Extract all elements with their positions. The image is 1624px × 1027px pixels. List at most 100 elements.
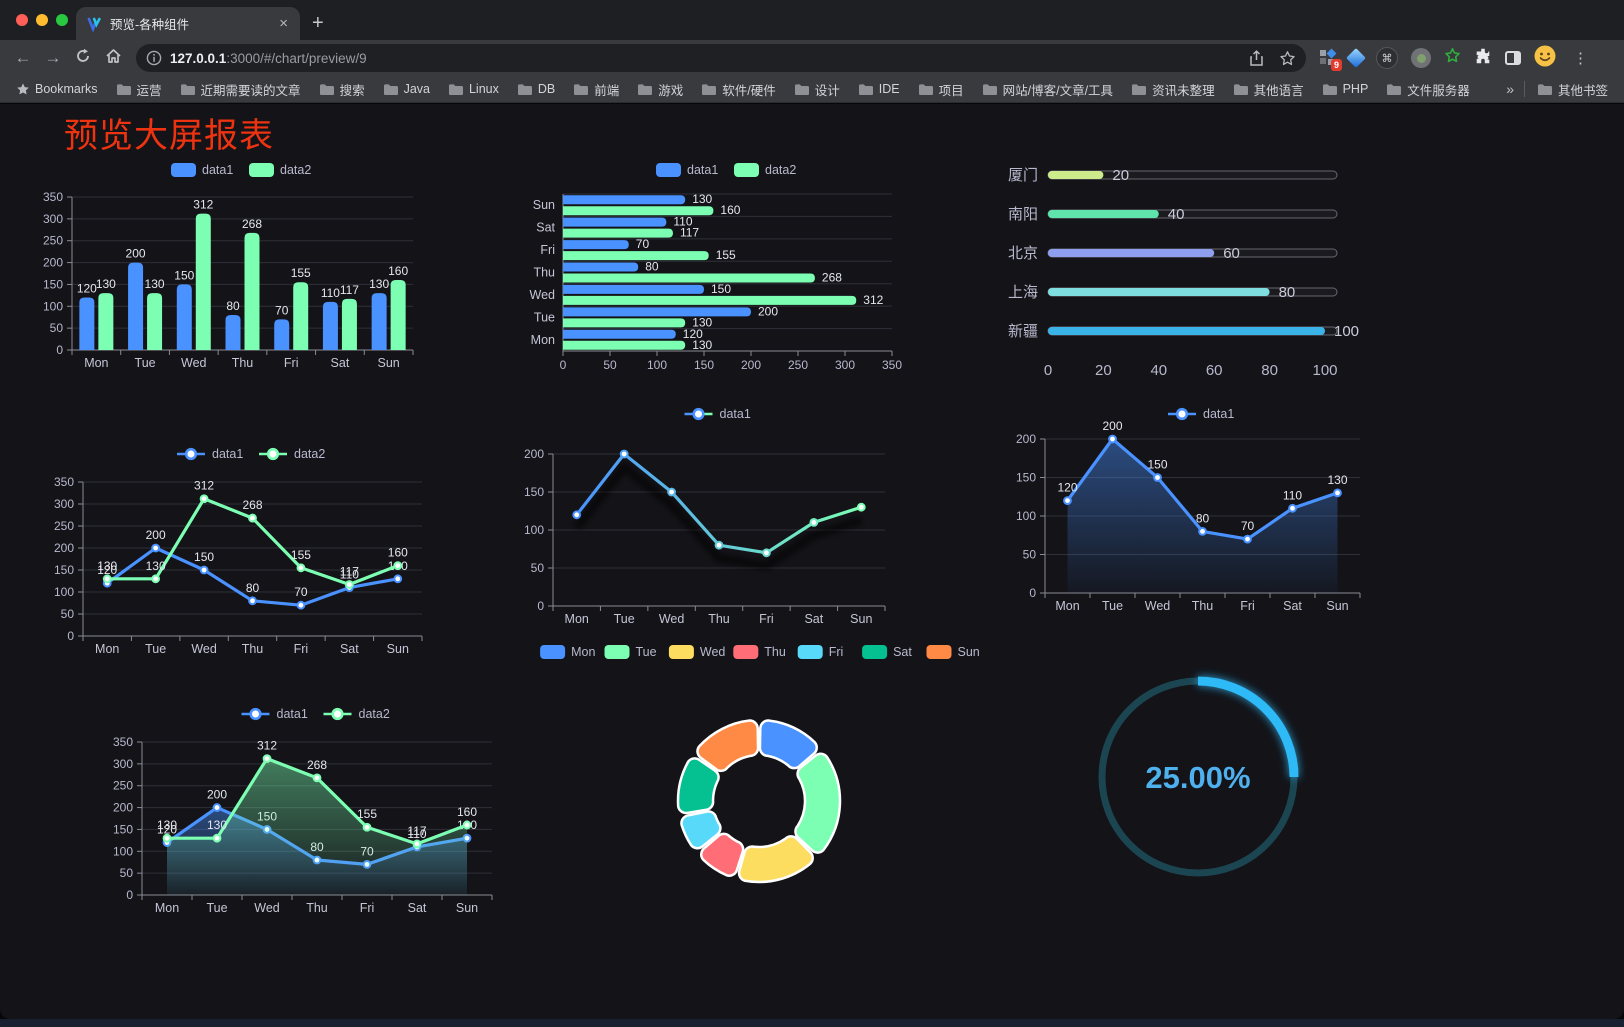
- bookmark-PHP[interactable]: PHP: [1322, 82, 1369, 96]
- progress-row-北京: 北京 60: [1008, 245, 1338, 262]
- bookmark-bookmarks[interactable]: Bookmarks: [16, 82, 98, 96]
- svg-text:100: 100: [43, 299, 63, 313]
- bookmark-other-bookmarks[interactable]: 其他书签: [1537, 80, 1608, 99]
- legend-item-Fri[interactable]: Fri: [797, 645, 844, 659]
- percent-gauge-chart: 25.00%: [1088, 667, 1308, 887]
- extensions-area: 9 ⌘ ⋮: [1320, 45, 1592, 72]
- url-text[interactable]: 127.0.0.1:3000/#/chart/preview/9: [170, 51, 1234, 66]
- legend-item-data1[interactable]: data1: [684, 407, 751, 421]
- pie-slice-Tue[interactable]: [794, 752, 842, 854]
- bookmark-近期需要读的文章[interactable]: 近期需要读的文章: [180, 80, 301, 99]
- legend-item-data1[interactable]: data1: [1168, 407, 1234, 421]
- pie-slice-Sun[interactable]: [696, 719, 760, 773]
- pie-slice-Fri[interactable]: [680, 810, 722, 850]
- bookmark-资讯未整理[interactable]: 资讯未整理: [1131, 80, 1215, 99]
- legend-item-data2[interactable]: data2: [259, 447, 325, 461]
- back-button[interactable]: ←: [14, 48, 32, 67]
- folder-icon: [180, 83, 195, 95]
- pie-slice-Mon[interactable]: [758, 719, 818, 770]
- gem-extension-icon[interactable]: [1346, 48, 1366, 68]
- legend-item-Sat[interactable]: Sat: [862, 645, 912, 659]
- zoom-window-button[interactable]: [56, 14, 68, 26]
- new-tab-button[interactable]: +: [312, 12, 324, 34]
- address-bar[interactable]: 127.0.0.1:3000/#/chart/preview/9: [136, 44, 1306, 72]
- reload-button[interactable]: [68, 48, 98, 69]
- tab-manager-extension-icon[interactable]: 9: [1320, 48, 1342, 71]
- bookmark-label: 近期需要读的文章: [200, 83, 301, 98]
- bookmark-label: 前端: [594, 83, 620, 98]
- svg-text:data2: data2: [765, 163, 796, 177]
- close-window-button[interactable]: [16, 14, 28, 26]
- minimize-window-button[interactable]: [36, 14, 48, 26]
- command-extension-icon[interactable]: ⌘: [1376, 47, 1398, 69]
- bookmark-文件服务器[interactable]: 文件服务器: [1386, 80, 1470, 99]
- svg-text:200: 200: [54, 541, 74, 555]
- bookmark-软件/硬件[interactable]: 软件/硬件: [701, 80, 776, 99]
- svg-text:80: 80: [1279, 284, 1296, 301]
- tab-close-icon[interactable]: ×: [279, 15, 288, 32]
- extensions-puzzle-icon[interactable]: [1474, 47, 1492, 70]
- svg-text:新疆: 新疆: [1008, 323, 1038, 340]
- side-panel-icon[interactable]: [1505, 51, 1521, 65]
- bookmark-star-button[interactable]: [1279, 50, 1296, 67]
- legend-item-data1[interactable]: data1: [656, 163, 718, 177]
- svg-text:50: 50: [531, 561, 545, 575]
- legend-item-data1[interactable]: data1: [177, 447, 243, 461]
- svg-text:Sat: Sat: [893, 645, 912, 659]
- browser-tab[interactable]: 预览-各种组件 ×: [76, 7, 300, 40]
- legend-item-Mon[interactable]: Mon: [540, 645, 595, 659]
- bookmark-DB[interactable]: DB: [517, 82, 555, 96]
- site-info-icon[interactable]: [146, 50, 162, 66]
- legend-item-Wed[interactable]: Wed: [668, 645, 726, 659]
- bookmark-搜索[interactable]: 搜索: [319, 80, 365, 99]
- bookmark-其他语言[interactable]: 其他语言: [1233, 80, 1304, 99]
- pie-slice-Thu[interactable]: [700, 832, 745, 877]
- svg-text:200: 200: [113, 801, 133, 815]
- pie-slice-Sat[interactable]: [676, 757, 720, 815]
- profile-avatar[interactable]: [1534, 45, 1556, 72]
- share-button[interactable]: [1248, 49, 1265, 67]
- folder-icon: [918, 83, 933, 95]
- legend-item-Sun[interactable]: Sun: [926, 645, 980, 659]
- legend-item-data1[interactable]: data1: [171, 163, 233, 177]
- forward-button[interactable]: →: [44, 48, 62, 67]
- bookmark-label: PHP: [1342, 82, 1369, 96]
- bookmarks-overflow-chevron[interactable]: »: [1506, 81, 1514, 97]
- home-button[interactable]: [98, 48, 128, 69]
- browser-menu-button[interactable]: ⋮: [1573, 50, 1588, 67]
- svg-text:130: 130: [369, 277, 389, 291]
- svg-text:Tue: Tue: [636, 645, 657, 659]
- legend-item-data1[interactable]: data1: [241, 707, 308, 721]
- bookmark-IDE[interactable]: IDE: [858, 82, 900, 96]
- svg-text:Tue: Tue: [135, 356, 156, 370]
- recorder-extension-icon[interactable]: [1411, 48, 1431, 68]
- legend-item-data2[interactable]: data2: [323, 707, 390, 721]
- svg-text:250: 250: [788, 358, 808, 372]
- svg-text:117: 117: [680, 226, 699, 240]
- legend-item-data2[interactable]: data2: [734, 163, 796, 177]
- legend-item-Thu[interactable]: Thu: [733, 645, 786, 659]
- bookmark-运营[interactable]: 运营: [116, 80, 162, 99]
- svg-text:Sat: Sat: [1283, 599, 1302, 613]
- bookmark-游戏[interactable]: 游戏: [637, 80, 683, 99]
- svg-text:Mon: Mon: [531, 333, 555, 347]
- legend-item-Tue[interactable]: Tue: [604, 645, 657, 659]
- svg-text:150: 150: [711, 282, 731, 296]
- svg-text:110: 110: [1283, 488, 1302, 502]
- folder-icon: [319, 83, 334, 95]
- bookmark-Java[interactable]: Java: [383, 82, 430, 96]
- svg-text:Sun: Sun: [387, 642, 409, 656]
- series-data2: 130 130 312 268 155 117 160: [563, 203, 884, 352]
- svg-text:Fri: Fri: [1240, 599, 1255, 613]
- svg-text:Sat: Sat: [536, 221, 555, 235]
- svg-text:Fri: Fri: [360, 901, 375, 915]
- pie-slice-Wed[interactable]: [737, 835, 814, 884]
- legend-item-data2[interactable]: data2: [249, 163, 311, 177]
- bookmark-设计[interactable]: 设计: [794, 80, 840, 99]
- bookmark-项目[interactable]: 项目: [918, 80, 964, 99]
- bookmark-前端[interactable]: 前端: [573, 80, 619, 99]
- bookmark-网站/博客/文章/工具[interactable]: 网站/博客/文章/工具: [982, 80, 1113, 99]
- bookmark-Linux[interactable]: Linux: [448, 82, 499, 96]
- evernote-extension-icon[interactable]: [1444, 47, 1461, 69]
